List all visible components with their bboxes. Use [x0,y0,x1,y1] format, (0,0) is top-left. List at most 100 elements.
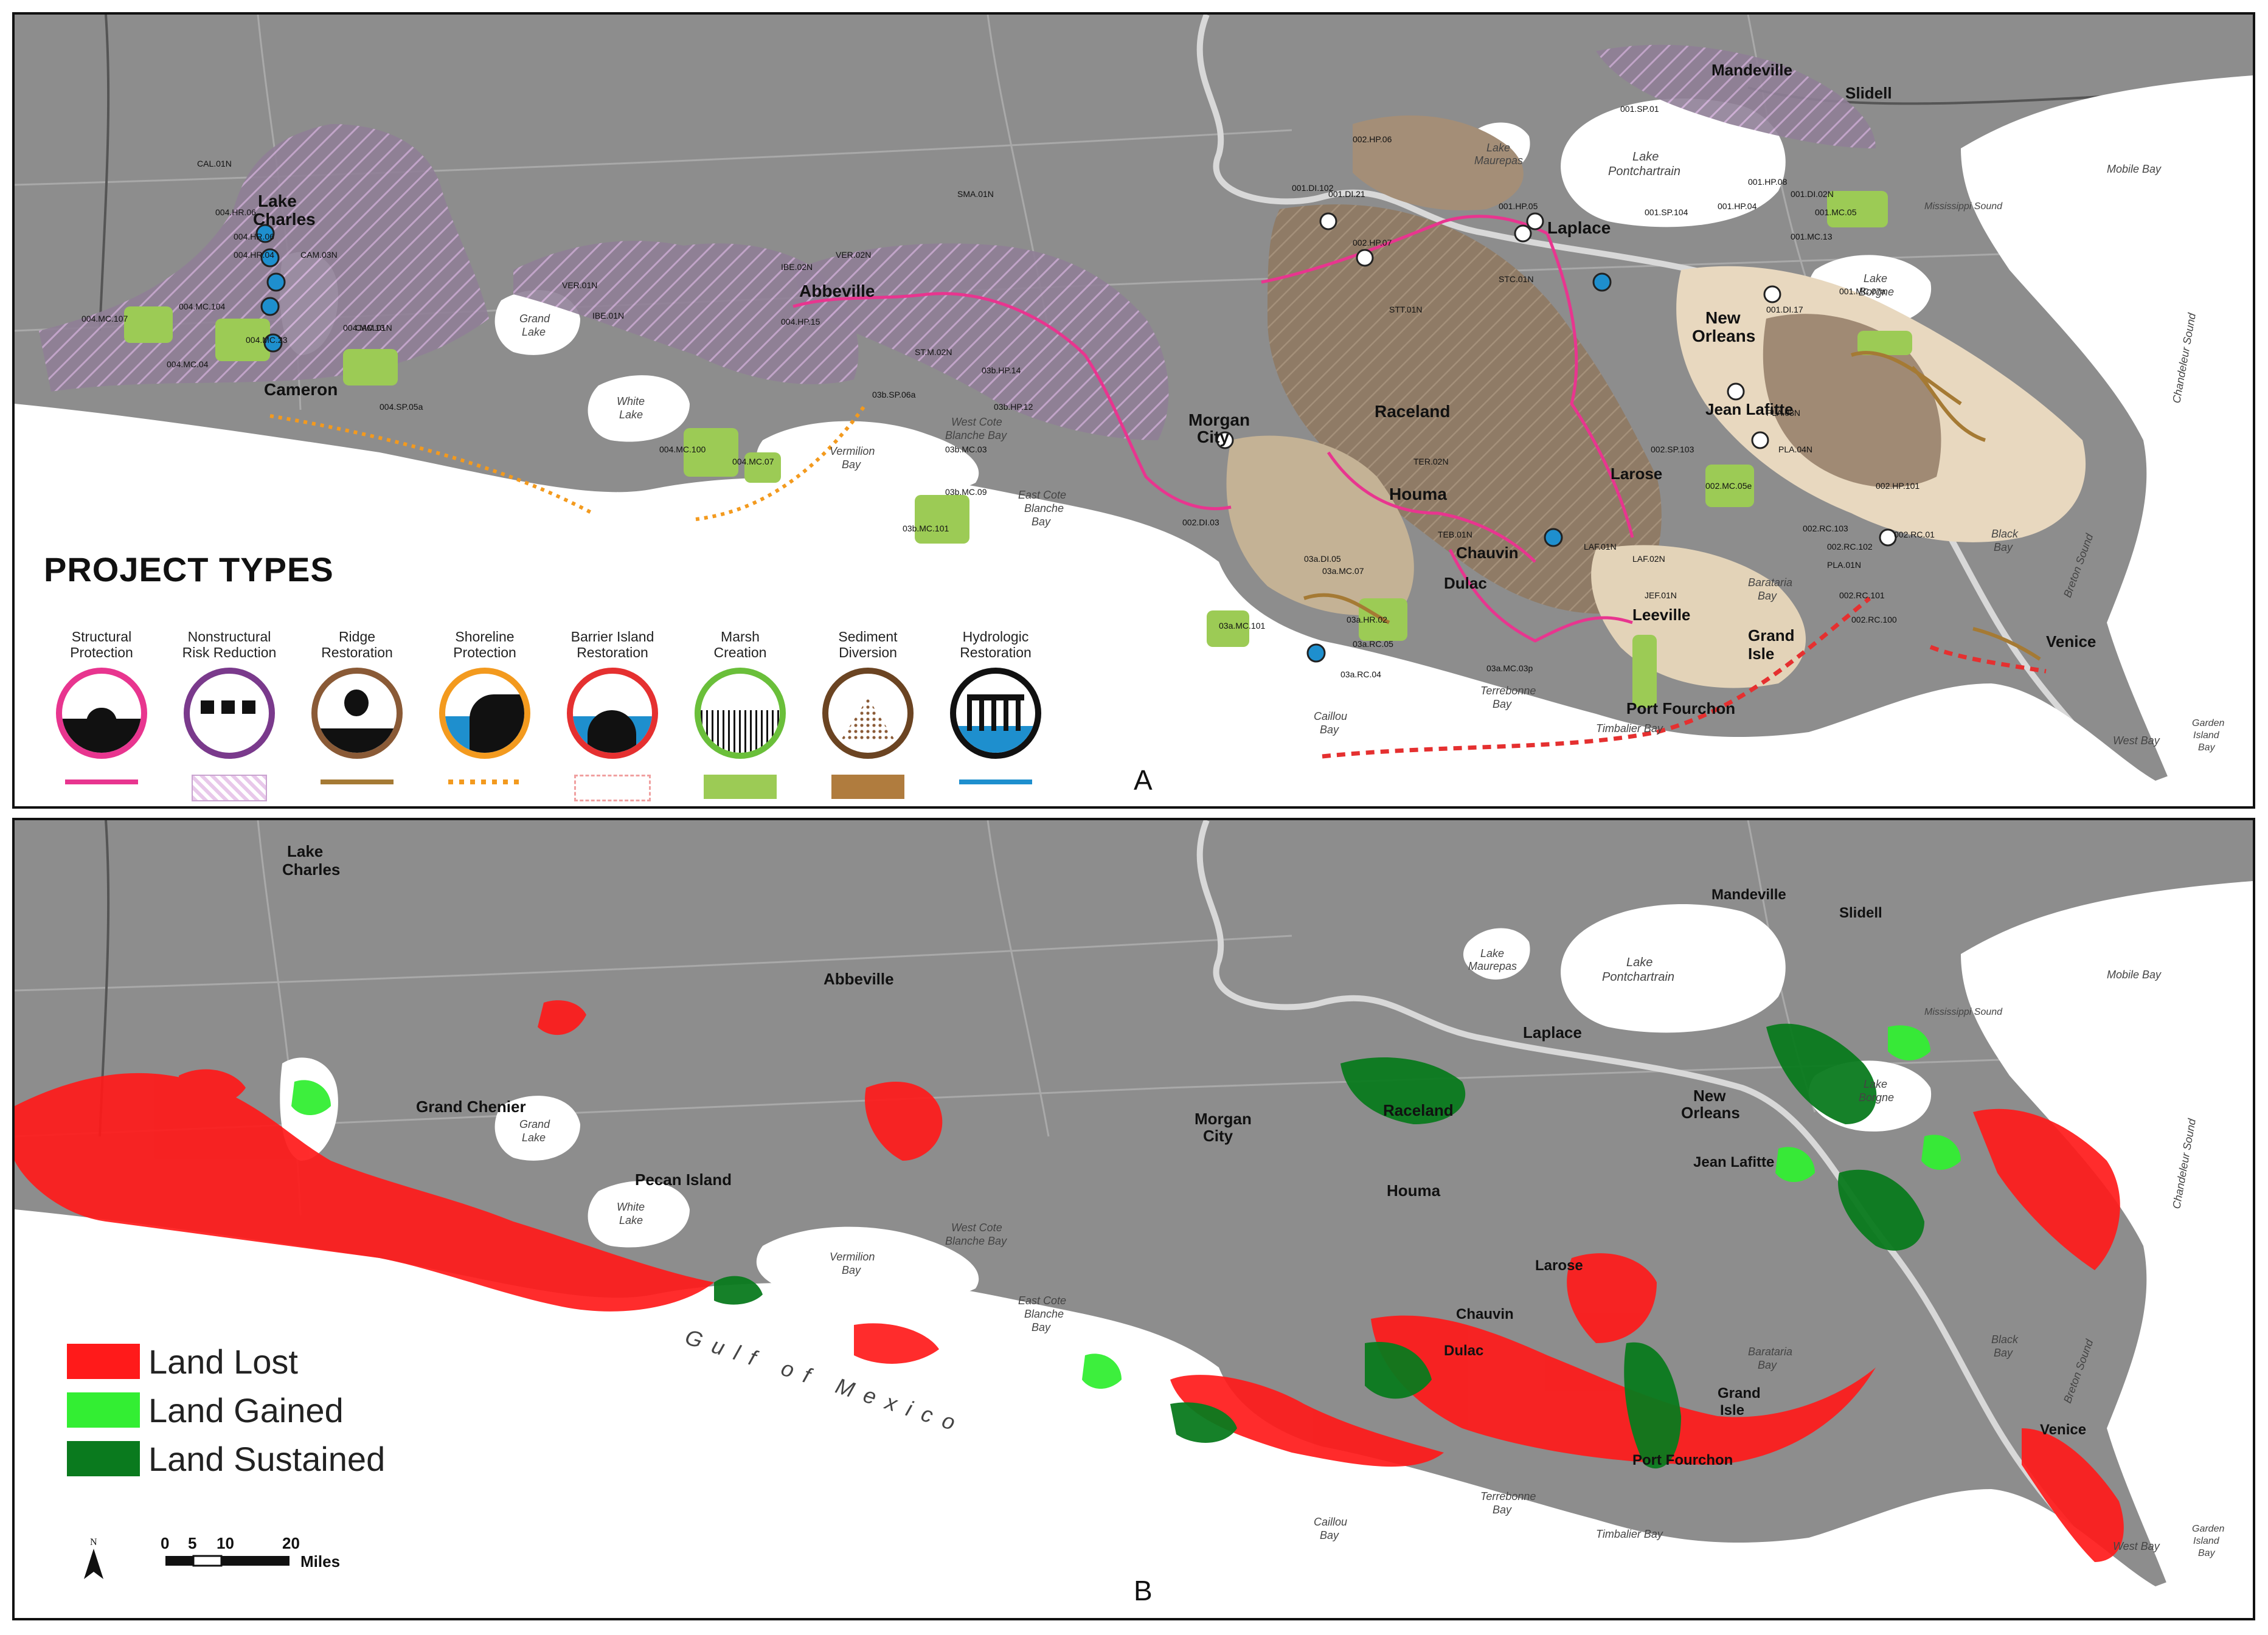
legend-label-land-lost: Land Lost [148,1342,298,1381]
label-houma: Houma [1389,485,1447,503]
label-lake-borgne-1: Lake [1864,272,1887,285]
panel-b-land-change-map: Lake Charles Abbeville Grand Chenier Pec… [12,818,2255,1620]
label-raceland: Raceland [1383,1101,1454,1119]
project-code-label: 03b.HP.14 [982,365,1021,375]
project-type-icon [950,668,1041,759]
project-code-label: 001.MC.07a [1839,286,1885,296]
project-code-label: 001.SP.01 [1620,104,1659,114]
project-type-label: Sediment Diversion [838,629,898,660]
mississippi-river [1196,820,2103,1564]
project-code-label: 001.DI.17 [1766,305,1803,314]
label-white-lake-2: Lake [619,1214,643,1226]
label-pecan-island: Pecan Island [635,1170,732,1189]
label-lake-pontchartrain-2: Pontchartrain [1608,165,1680,178]
label-white-lake-1: White [617,395,645,407]
project-code-label: 004.SP.05a [380,402,423,412]
scale-tick-5: 5 [188,1534,196,1552]
project-code-label: CAL.01N [197,159,232,168]
panel-a-project-map: Lake Charles Cameron Abbeville Morgan Ci… [12,12,2255,809]
project-code-label: 001.MC.05 [1815,207,1857,217]
shoreline-protection-lines [269,403,868,521]
state-border [99,15,110,331]
label-garden-island-3: Bay [2198,1548,2216,1558]
label-east-cote-3: Bay [1032,1321,1051,1333]
project-code-label: 002.HP.101 [1876,481,1919,491]
project-type-barrier-island: Barrier Island Restoration [555,629,670,801]
lake-maurepas [1463,928,1530,980]
label-new-orleans-2: Orleans [1681,1104,1740,1122]
project-map: Lake Charles Cameron Abbeville Morgan Ci… [15,15,2253,806]
project-code-label: IBE.01N [592,311,624,320]
project-code-label: 002.RC.102 [1827,542,1873,551]
project-code-label: 03a.HR.02 [1347,615,1387,624]
project-code-label: 004.MC.107 [81,314,128,323]
label-caillou-bay-1: Caillou [1314,710,1347,722]
project-code-label: VER.01N [562,280,597,290]
label-black-bay-2: Bay [1994,541,2013,553]
label-slidell: Slidell [1845,84,1892,102]
land-sustained-areas [714,1023,1924,1469]
project-type-swatch [959,779,1032,784]
label-garden-island-1: Garden [2192,718,2224,728]
label-timbalier-bay: Timbalier Bay [1596,1528,1663,1540]
north-label: N [90,1537,97,1547]
label-lake-charles-1: Lake [287,842,323,860]
project-code-label: JEF.01N [1645,590,1677,600]
project-code-label: PLA.04N [1778,444,1812,454]
label-barataria-bay-2: Bay [1758,1359,1777,1371]
structural-protection-lines [792,215,1634,643]
label-timbalier-bay: Timbalier Bay [1596,722,1663,735]
nonstructural-region-vermilion [513,241,859,384]
label-east-cote-1: East Cote [1018,1295,1066,1307]
label-west-bay: West Bay [2113,735,2160,747]
label-new-orleans-1: New [1693,1087,1726,1105]
project-type-icon [567,668,658,759]
project-code-label: PLA.03N [1766,408,1800,418]
project-code-label: SMA.01N [957,189,994,199]
panel-letter-b: B [1134,1575,1153,1606]
project-type-label: Structural Protection [70,629,133,660]
project-types-title: PROJECT TYPES [44,550,334,589]
label-larose: Larose [1611,465,1662,483]
legend-swatch-land-gained [67,1392,140,1428]
project-code-label: 004.MC.04 [167,359,209,369]
project-type-swatch [448,779,521,784]
project-code-label: LAF.01N [1584,542,1617,551]
gulf-of-mexico-water [15,1209,2253,1618]
legend-label-land-sustained: Land Sustained [148,1439,386,1478]
label-abbeville: Abbeville [824,970,894,988]
project-type-sediment: Sediment Diversion [810,629,926,799]
project-type-icon [695,668,786,759]
grand-lake [494,1096,580,1161]
scale-tick-20: 20 [282,1534,300,1552]
white-lake [588,1181,690,1248]
label-black-bay-1: Black [1991,1333,2019,1346]
land-change-map: Lake Charles Abbeville Grand Chenier Pec… [15,820,2253,1618]
label-lake-borgne-1: Lake [1864,1078,1887,1090]
label-grand-isle-2: Isle [1720,1402,1744,1419]
project-code-label: 002.RC.101 [1839,590,1885,600]
label-terrebonne-bay-2: Bay [1493,1504,1512,1516]
project-code-label: STT.01N [1389,305,1422,314]
label-port-fourchon: Port Fourchon [1632,1452,1733,1468]
label-barataria-bay-1: Barataria [1748,576,1792,589]
land-lost-areas [15,1000,2124,1562]
scale-bar: N 0 5 10 20 Miles [84,1534,340,1579]
legend-land-sustained: Land Sustained [67,1439,386,1478]
sediment-region-central [1268,204,1662,614]
label-terrebonne-bay-2: Bay [1493,698,1512,710]
project-code-label: 001.SP.104 [1645,207,1688,217]
project-type-marsh: Marsh Creation [682,629,798,799]
north-arrow-icon [84,1549,103,1579]
label-laplace: Laplace [1523,1023,1582,1042]
project-code-label: 004.MC.100 [659,444,706,454]
project-type-swatch [574,775,651,801]
project-code-label: 002.HP.06 [1353,134,1392,144]
project-code-label: 002.DI.03 [1182,517,1219,527]
scale-tick-10: 10 [217,1534,234,1552]
label-caillou-bay-1: Caillou [1314,1516,1347,1528]
label-east-cote-1: East Cote [1018,489,1066,501]
label-barataria-bay-2: Bay [1758,590,1777,602]
project-code-label: 03b.SP.06a [872,390,916,399]
project-code-label: ST.M.02N [915,347,952,357]
